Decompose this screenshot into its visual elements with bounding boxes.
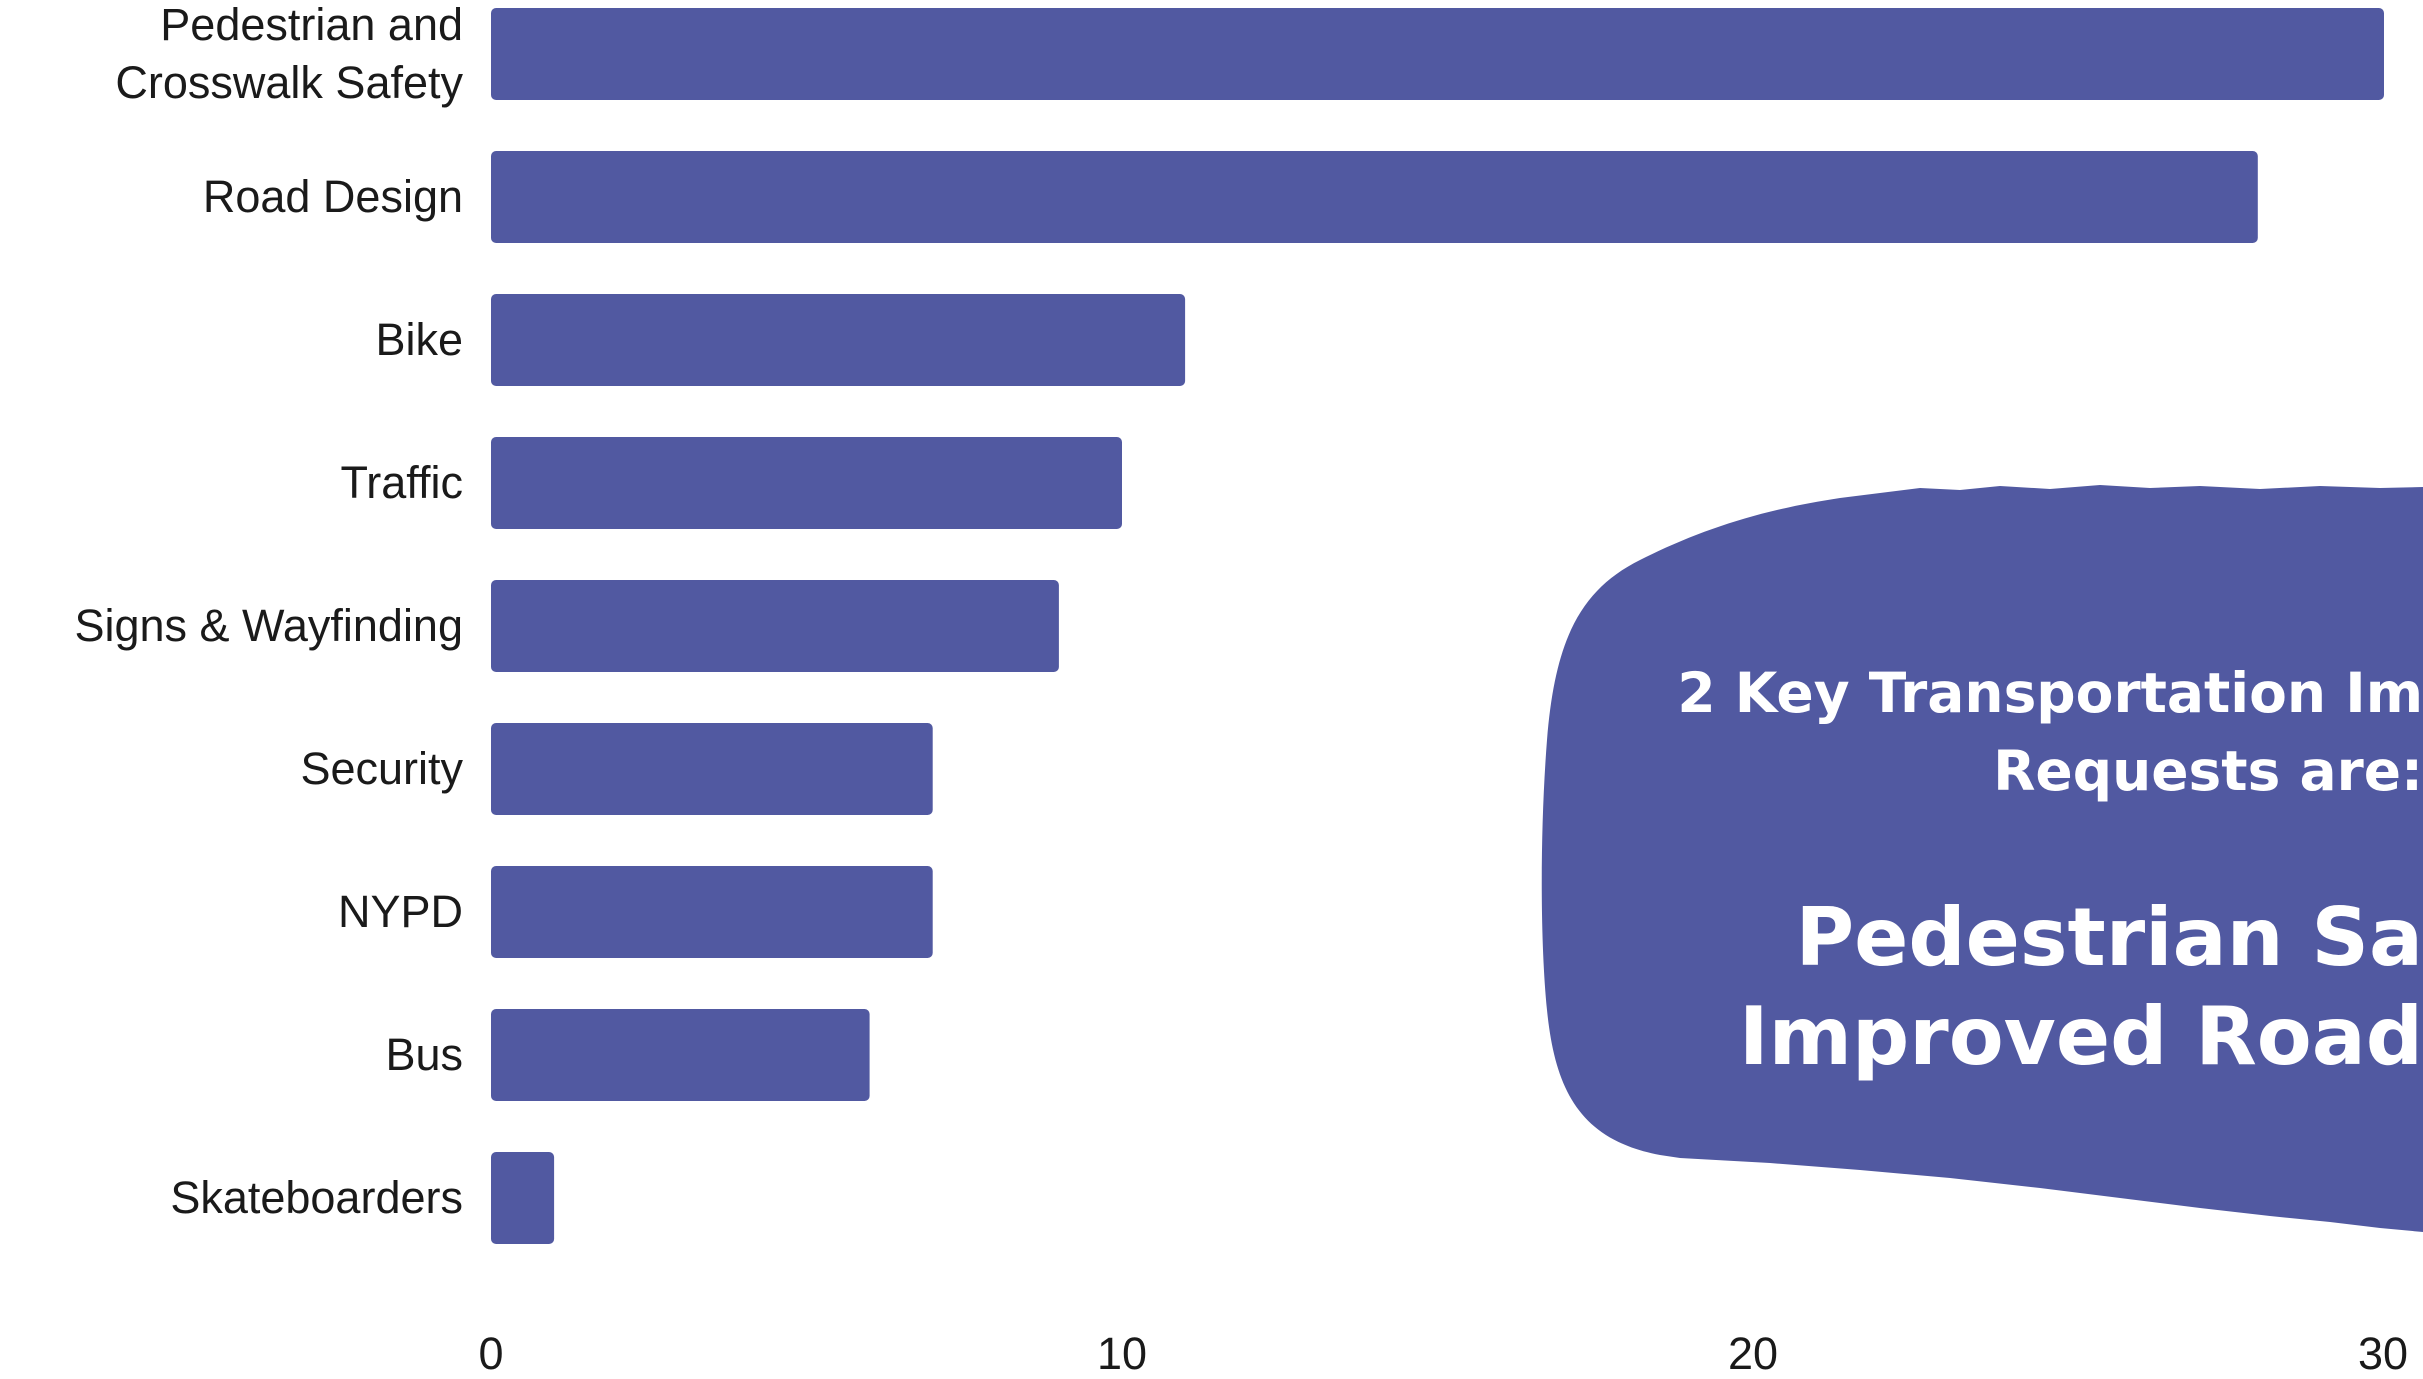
bar-0: [491, 8, 2384, 100]
x-tick-label-2: 20: [1728, 1328, 1778, 1379]
x-tick-label-3: 30: [2358, 1328, 2408, 1379]
bar-2: [491, 294, 1186, 386]
category-label-4-0: Signs & Wayfinding: [74, 600, 463, 651]
category-label-3-0: Traffic: [340, 457, 463, 508]
category-label-1-0: Road Design: [203, 171, 463, 222]
bar-4: [491, 580, 1059, 672]
category-labels-group: Pedestrian and Crosswalk Safety Road Desig…: [74, 0, 463, 1223]
bar-7: [491, 1009, 870, 1101]
category-label-7-0: Bus: [385, 1029, 463, 1080]
bar-6: [491, 866, 933, 958]
bar-3: [491, 437, 1122, 529]
category-label-8-0: Skateboarders: [170, 1172, 463, 1223]
callout-headline-line-1: Pedestrian Sa: [1795, 891, 2423, 984]
category-label-6-0: NYPD: [338, 886, 463, 937]
callout-headline-line-2: Improved Road: [1739, 990, 2423, 1083]
bars-group: [491, 8, 2384, 1244]
x-tick-label-1: 10: [1097, 1328, 1147, 1379]
callout-intro-line-2: Requests are:: [1993, 739, 2423, 803]
category-label-0-1: Crosswalk Safety: [115, 57, 463, 108]
x-tick-label-0: 0: [478, 1328, 503, 1379]
category-label-5-0: Security: [300, 743, 463, 794]
callout-intro-line-1: 2 Key Transportation Im: [1677, 661, 2423, 725]
category-label-2-0: Bike: [375, 314, 463, 365]
x-axis-tick-labels: 0 10 20 30: [478, 1328, 2408, 1379]
callout-box: 2 Key Transportation Im Requests are: Pe…: [1541, 485, 2423, 1232]
bar-1: [491, 151, 2258, 243]
category-label-0-0: Pedestrian and: [160, 0, 463, 50]
callout-blob: [1541, 485, 2423, 1232]
bar-8: [491, 1152, 555, 1244]
bar-5: [491, 723, 933, 815]
